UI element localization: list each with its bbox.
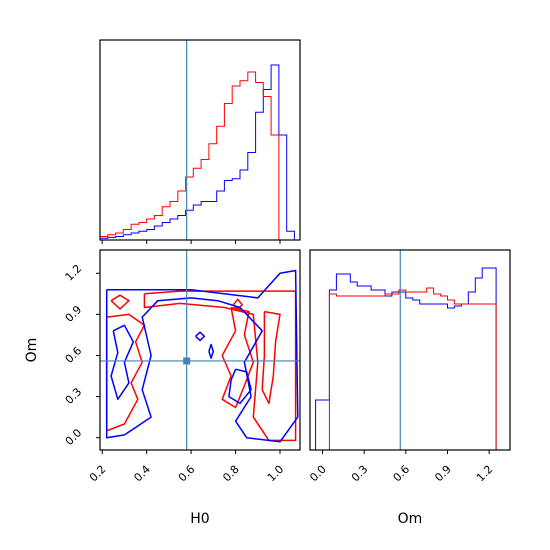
panel-frame bbox=[99, 249, 301, 451]
om-x-tick-label: 0.9 bbox=[432, 463, 454, 485]
contour-red-4 bbox=[110, 294, 130, 310]
contour-blue-8 bbox=[195, 331, 206, 342]
contour-blue-6 bbox=[105, 269, 299, 443]
joint-x-tick-label: 0.4 bbox=[131, 463, 153, 485]
om-x-tick-label: 1.2 bbox=[474, 463, 496, 485]
panel-frame bbox=[99, 39, 301, 241]
h0-hist-series-blue bbox=[99, 64, 295, 240]
contour-red-2 bbox=[221, 306, 255, 409]
joint-y-tick-label: 0.6 bbox=[63, 344, 85, 366]
joint-x-tick-label: 0.6 bbox=[176, 463, 198, 485]
om-x-tick-label: 0.6 bbox=[391, 463, 413, 485]
y-axis-label-om: Om bbox=[24, 338, 40, 363]
om-hist-series bbox=[315, 267, 497, 450]
panel-frame bbox=[309, 249, 511, 451]
h0-hist-series-red bbox=[99, 71, 295, 241]
joint-x-tick-label: 0.8 bbox=[220, 463, 242, 485]
joint-x-tick-label: 0.2 bbox=[87, 463, 109, 485]
contour-red-3 bbox=[261, 310, 281, 405]
om-x-tick-label: 0.0 bbox=[307, 463, 329, 485]
contour-blue-10 bbox=[208, 343, 215, 359]
om-hist-series-red bbox=[315, 287, 497, 450]
x-axis-label-om: Om bbox=[398, 511, 423, 527]
contour-blue-7 bbox=[110, 324, 135, 401]
h0-histogram-panel bbox=[99, 39, 301, 244]
joint-y-tick-label: 0.3 bbox=[63, 385, 85, 407]
om-histogram-panel: 0.0 0.3 0.6 0.9 1.2 Om bbox=[307, 249, 511, 527]
joint-x-tick-label: 1.0 bbox=[265, 463, 287, 485]
joint-y-tick-label: 0.0 bbox=[63, 426, 85, 448]
joint-contours bbox=[105, 269, 299, 443]
contour-blue-9 bbox=[228, 368, 252, 405]
contour-red-1 bbox=[105, 313, 146, 432]
joint-y-tick-label: 0.9 bbox=[63, 303, 85, 325]
om-x-tick-label: 0.3 bbox=[349, 463, 371, 485]
contour-red-5 bbox=[232, 298, 243, 310]
joint-truth-marker bbox=[183, 357, 191, 365]
contour-red-0 bbox=[143, 290, 297, 442]
joint-contour-panel: 0.2 0.4 0.6 0.8 1.0 0.0 0.3 0.6 0.9 1.2 H0 Om bbox=[24, 249, 301, 527]
joint-y-tick-label: 1.2 bbox=[63, 262, 85, 284]
om-hist-series-blue bbox=[315, 267, 497, 450]
x-axis-label-h0: H0 bbox=[190, 511, 209, 527]
